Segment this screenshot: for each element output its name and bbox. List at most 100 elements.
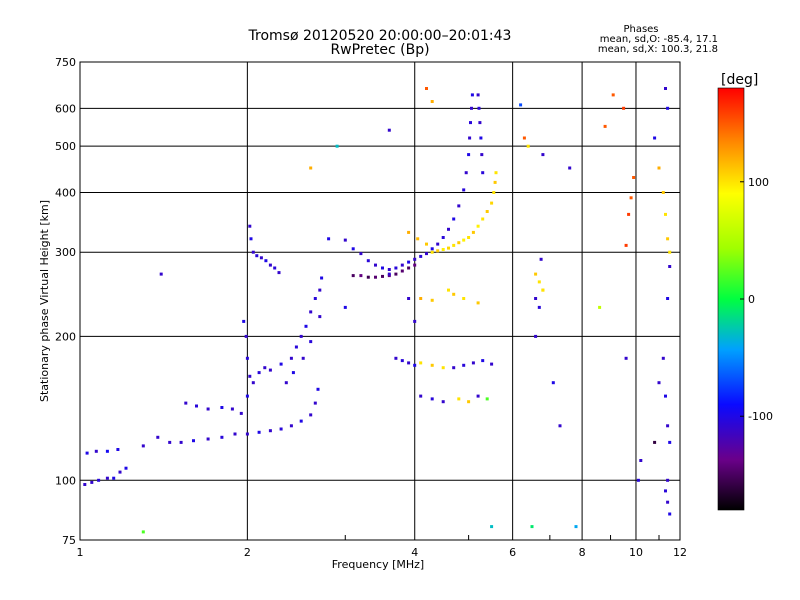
echo-point <box>668 265 672 268</box>
echo-point <box>413 363 417 367</box>
echo-point <box>430 247 434 251</box>
echo-point <box>661 191 665 194</box>
echo-point <box>436 249 440 253</box>
echo-point <box>268 263 272 267</box>
y-tick-label: 300 <box>55 246 76 259</box>
echo-point <box>457 397 461 401</box>
echo-point <box>666 424 670 428</box>
echo-point <box>124 466 128 470</box>
echo-point <box>481 217 485 221</box>
echo-point <box>470 93 474 97</box>
echo-point <box>541 288 545 292</box>
echo-point <box>452 292 456 296</box>
echo-point <box>537 280 541 284</box>
echo-point <box>381 274 384 278</box>
echo-point <box>299 334 303 338</box>
echo-point <box>313 297 317 300</box>
echo-point <box>467 236 471 239</box>
echo-point <box>457 241 461 245</box>
x-tick-labels: 1 2 4 6 8 10 12 <box>77 546 688 559</box>
y-tick-label: 400 <box>55 186 76 199</box>
echo-point <box>480 153 484 157</box>
stats-o-line: mean, sd,O: -85.4, 17.1 <box>600 34 718 45</box>
echo-point <box>490 525 494 529</box>
stats-heading: Phases <box>623 24 658 35</box>
echo-point <box>447 288 450 292</box>
x-tick-label: 1 <box>77 546 84 559</box>
echo-point <box>441 236 445 239</box>
colorbar-tick-label: 100 <box>748 176 769 189</box>
echo-point <box>251 250 255 254</box>
echo-point <box>624 243 628 247</box>
echo-point <box>462 297 466 300</box>
echo-point <box>343 238 347 242</box>
echo-point <box>485 397 489 401</box>
echo-point <box>413 263 417 267</box>
echo-point <box>441 248 445 251</box>
echo-point <box>469 121 472 125</box>
echo-point <box>394 356 398 360</box>
echo-point <box>277 271 281 275</box>
echo-point <box>381 266 384 270</box>
echo-point <box>462 238 466 242</box>
x-tick-label: 8 <box>579 546 586 559</box>
echo-point <box>366 259 370 263</box>
echo-point <box>661 356 665 360</box>
echo-point <box>192 439 195 443</box>
echo-point <box>419 297 423 300</box>
echo-point <box>467 400 471 404</box>
x-tick-label: 4 <box>411 546 418 559</box>
echo-point <box>447 246 450 250</box>
echo-point <box>85 451 89 455</box>
echo-point <box>452 243 456 247</box>
echo-point <box>481 171 485 175</box>
echo-point <box>668 512 672 516</box>
echo-point <box>666 106 670 110</box>
echo-point <box>664 394 667 398</box>
echo-point <box>105 476 109 480</box>
echo-point <box>320 276 324 280</box>
y-tick-labels: 75 100 200 300 400 500 600 750 <box>55 56 76 547</box>
echo-point <box>479 136 483 140</box>
echo-point <box>257 371 261 375</box>
echo-point <box>309 166 313 170</box>
echo-point <box>441 400 445 404</box>
echo-point <box>400 359 404 363</box>
echo-point <box>309 310 313 314</box>
echo-point <box>419 254 423 258</box>
echo-point <box>313 401 317 405</box>
colorbar-tick-label: -100 <box>748 410 773 423</box>
echo-point <box>343 305 347 309</box>
echo-point <box>316 387 320 391</box>
echo-point <box>249 237 253 241</box>
echo-point <box>534 334 538 338</box>
echo-point <box>493 180 497 184</box>
echo-point <box>476 394 480 398</box>
colorbar-label: [deg] <box>721 72 758 88</box>
y-tick-label: 600 <box>55 102 76 115</box>
echo-point <box>534 272 538 276</box>
echo-point <box>467 153 471 157</box>
echo-point <box>279 362 283 366</box>
echo-point <box>666 478 670 482</box>
echo-point <box>105 449 109 453</box>
echo-point <box>366 275 370 279</box>
echo-point <box>470 106 473 110</box>
echo-point <box>268 429 272 433</box>
echo-point <box>668 250 672 254</box>
echo-point <box>664 87 667 90</box>
x-tick-label: 2 <box>244 546 251 559</box>
echo-point <box>639 459 643 462</box>
echo-point <box>471 361 475 365</box>
echo-point <box>239 411 243 415</box>
plot-frame <box>79 61 681 541</box>
echo-point <box>468 136 472 140</box>
echo-point <box>268 368 272 372</box>
echo-point <box>462 188 466 192</box>
echo-point <box>413 319 417 323</box>
echo-point <box>436 242 440 246</box>
echo-point <box>419 361 423 365</box>
x-tick-label: 6 <box>509 546 516 559</box>
y-tick-label: 100 <box>55 474 76 487</box>
echo-point <box>159 272 163 276</box>
